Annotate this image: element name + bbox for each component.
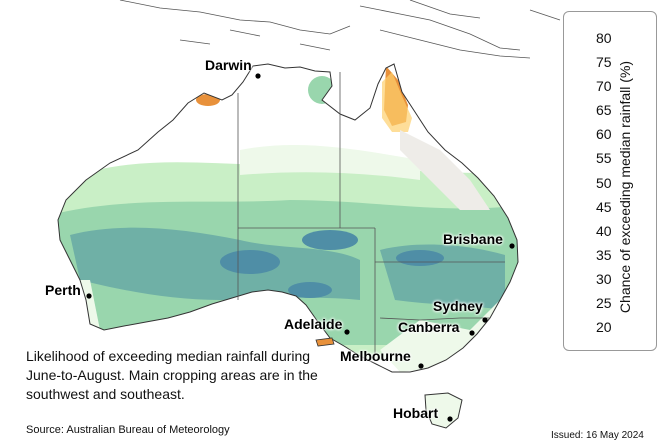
city-label-sydney: Sydney xyxy=(433,298,483,314)
australia-coastline xyxy=(57,63,519,373)
issued-date: Issued: 16 May 2024 xyxy=(551,430,644,441)
legend-tick-label: 55 xyxy=(596,150,612,167)
new-guinea-coast xyxy=(379,29,531,59)
darwin-dot xyxy=(255,73,261,79)
shade-65-70-west xyxy=(70,227,360,300)
legend-tick-label: 25 xyxy=(596,294,612,311)
perth-dot xyxy=(86,293,92,299)
hobart-dot xyxy=(447,416,453,422)
map-caption: Likelihood of exceeding median rainfall … xyxy=(26,348,318,402)
kangaroo-island xyxy=(315,337,335,347)
shade-70-75-b xyxy=(302,230,358,250)
state-borders xyxy=(237,72,505,356)
legend-tick-label: 80 xyxy=(596,30,612,46)
city-markers xyxy=(86,73,515,422)
shade-north-green xyxy=(240,144,420,180)
png-outline xyxy=(359,0,641,51)
city-label-canberra: Canberra xyxy=(398,319,460,335)
legend-tick-label: 20 xyxy=(596,319,612,335)
shade-cape-york-yellow xyxy=(382,72,412,132)
city-label-perth: Perth xyxy=(45,282,81,298)
shade-70-75-c xyxy=(288,282,332,298)
legend-tick-label: 75 xyxy=(596,54,612,71)
legend-tick-label: 60 xyxy=(596,126,612,143)
city-label-adelaide: Adelaide xyxy=(284,316,343,332)
shade-70-75-a xyxy=(220,250,280,274)
legend-tick-label: 45 xyxy=(596,198,612,215)
legend-tick-label: 50 xyxy=(596,174,612,191)
legend-tick-label: 65 xyxy=(596,102,612,119)
legend-title-text: Chance of exceeding median rainfall (%) xyxy=(617,60,633,314)
shade-east-coast-grey xyxy=(400,130,490,210)
city-label-darwin: Darwin xyxy=(205,57,252,73)
melbourne-dot xyxy=(418,363,424,369)
legend-tick-label: 40 xyxy=(596,222,612,239)
legend-tick-label: 70 xyxy=(596,78,612,95)
city-label-melbourne: Melbourne xyxy=(340,348,411,364)
shade-70-75-d xyxy=(396,250,444,266)
city-label-brisbane: Brisbane xyxy=(443,231,503,247)
canberra-dot xyxy=(469,330,475,336)
tasmania xyxy=(424,392,463,429)
source-note: Source: Australian Bureau of Meteorology xyxy=(26,424,230,436)
sydney-dot xyxy=(482,317,488,323)
legend-tick-label: 30 xyxy=(596,270,612,287)
city-label-hobart: Hobart xyxy=(393,405,439,421)
probability-shading xyxy=(58,64,518,372)
brisbane-dot xyxy=(509,243,515,249)
adelaide-dot xyxy=(344,329,350,335)
indonesia-outline xyxy=(119,0,351,51)
legend-tick-label: 35 xyxy=(596,246,612,263)
